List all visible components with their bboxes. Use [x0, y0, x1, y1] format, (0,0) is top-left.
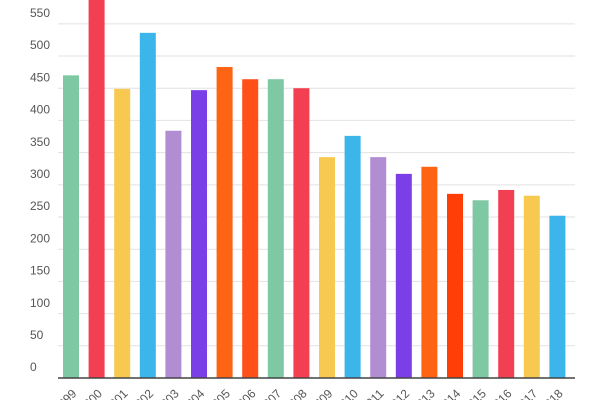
- x-tick-label: 2011: [358, 386, 386, 400]
- y-tick-label: 50: [30, 328, 44, 342]
- bar: [447, 193, 463, 378]
- y-tick-label: 200: [30, 231, 50, 245]
- y-tick-label: 500: [30, 38, 50, 52]
- x-tick-label: 2016: [486, 386, 515, 400]
- x-tick-label: 2010: [332, 386, 361, 400]
- x-tick-label: 2014: [435, 386, 464, 400]
- x-tick-label: 2013: [409, 386, 438, 400]
- x-tick-label: 2007: [255, 386, 284, 400]
- bar: [523, 195, 540, 378]
- y-tick-label: 250: [30, 199, 50, 213]
- x-tick-label: 2001: [102, 386, 131, 400]
- x-tick-label: 1999: [51, 386, 80, 400]
- y-tick-label: 350: [30, 135, 50, 149]
- bar: [267, 79, 284, 379]
- x-tick-label: 2017: [511, 386, 540, 400]
- bar: [344, 135, 361, 378]
- bar: [370, 157, 387, 378]
- bar: [114, 88, 131, 378]
- x-tick-label: 2005: [204, 386, 233, 400]
- y-tick-label: 300: [30, 167, 50, 181]
- x-tick-label: 2012: [383, 386, 412, 400]
- y-tick-label: 150: [30, 264, 50, 278]
- x-tick-label: 2003: [153, 386, 182, 400]
- bar: [165, 130, 182, 378]
- bar: [395, 173, 412, 378]
- x-tick-label: 2018: [537, 386, 566, 400]
- bar: [319, 157, 335, 378]
- x-tick-label: 2006: [230, 386, 259, 400]
- y-tick-label: 450: [30, 70, 50, 84]
- y-tick-label: 0: [30, 360, 37, 374]
- x-tick-label: 2015: [460, 386, 489, 400]
- y-tick-label: 100: [30, 296, 50, 310]
- bar: [191, 90, 207, 378]
- x-tick-label: 2009: [307, 386, 336, 400]
- y-tick-label: 400: [30, 103, 50, 117]
- x-tick-label: 2008: [281, 386, 310, 400]
- bar: [88, 0, 105, 378]
- bar: [421, 166, 438, 378]
- bar: [242, 79, 259, 379]
- y-tick-label: 550: [30, 6, 50, 20]
- bar: [139, 32, 156, 379]
- bar: [549, 215, 566, 378]
- bar: [63, 75, 79, 379]
- bar: [216, 66, 233, 378]
- bar: [472, 200, 489, 378]
- x-tick-label: 2004: [179, 386, 208, 400]
- x-tick-label: 2000: [76, 386, 105, 400]
- bar: [498, 189, 515, 378]
- bar: [293, 88, 310, 378]
